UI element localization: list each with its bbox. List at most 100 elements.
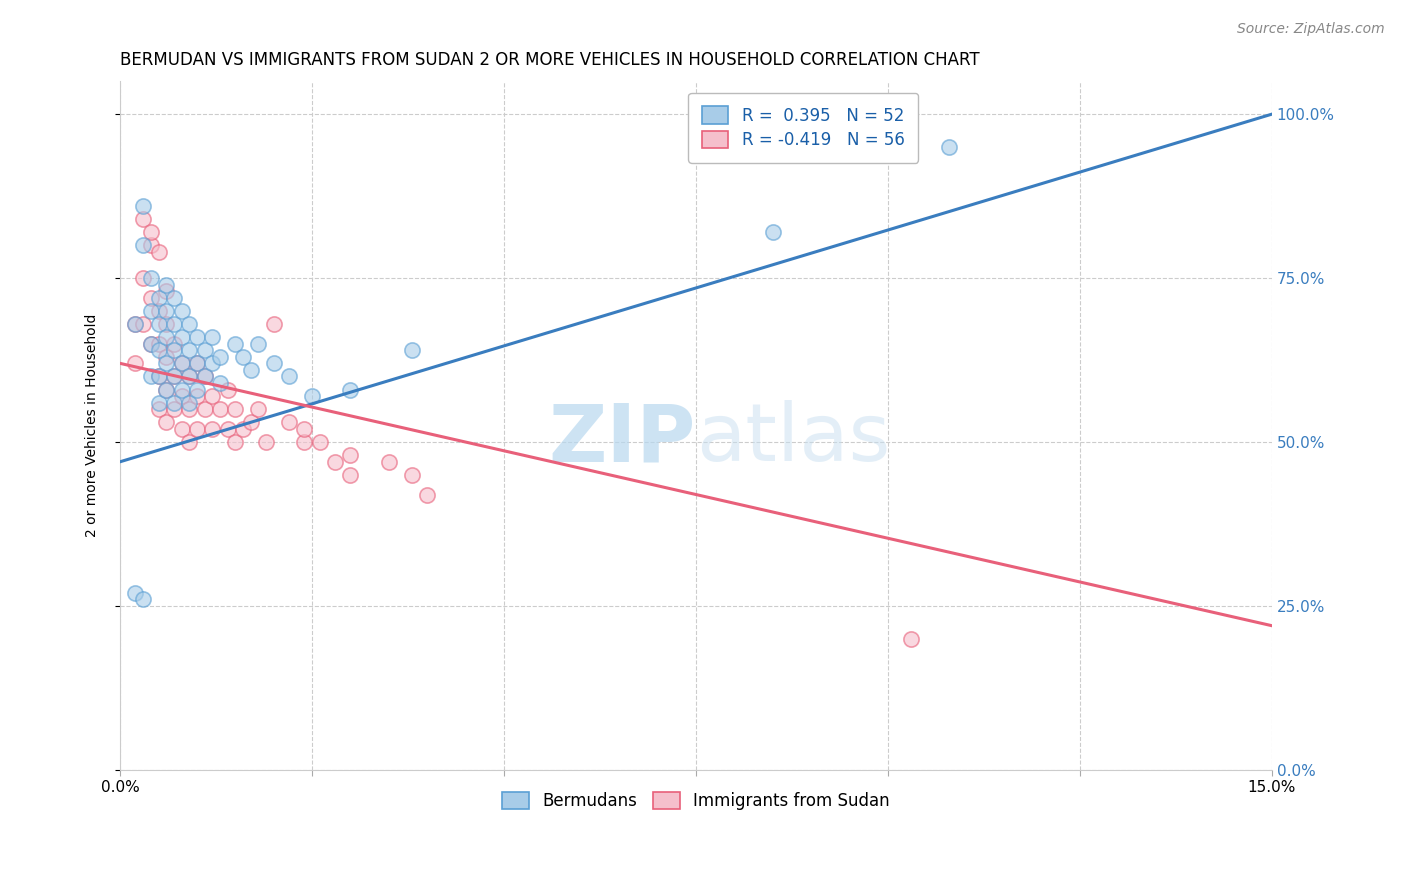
Point <box>201 389 224 403</box>
Point <box>378 455 401 469</box>
Point <box>254 435 277 450</box>
Point <box>339 467 361 482</box>
Point <box>179 369 201 384</box>
Point <box>339 448 361 462</box>
Point <box>132 317 155 331</box>
Point <box>224 435 246 450</box>
Point <box>155 383 177 397</box>
Point <box>155 284 177 298</box>
Text: BERMUDAN VS IMMIGRANTS FROM SUDAN 2 OR MORE VEHICLES IN HOUSEHOLD CORRELATION CH: BERMUDAN VS IMMIGRANTS FROM SUDAN 2 OR M… <box>120 51 980 69</box>
Point <box>224 402 246 417</box>
Point <box>263 356 285 370</box>
Point <box>155 416 177 430</box>
Point <box>163 291 186 305</box>
Point <box>179 369 201 384</box>
Point <box>239 416 262 430</box>
Point <box>179 395 201 409</box>
Point <box>163 336 186 351</box>
Point <box>132 592 155 607</box>
Y-axis label: 2 or more Vehicles in Household: 2 or more Vehicles in Household <box>86 314 100 537</box>
Point <box>401 467 423 482</box>
Point <box>278 369 301 384</box>
Point <box>148 395 170 409</box>
Point <box>224 336 246 351</box>
Point <box>170 383 193 397</box>
Point <box>155 277 177 292</box>
Point <box>170 304 193 318</box>
Point <box>139 304 162 318</box>
Point <box>201 356 224 370</box>
Point <box>208 402 231 417</box>
Point <box>339 383 361 397</box>
Point <box>155 330 177 344</box>
Point <box>163 402 186 417</box>
Point <box>139 291 162 305</box>
Point <box>938 140 960 154</box>
Point <box>208 350 231 364</box>
Point <box>139 238 162 252</box>
Text: atlas: atlas <box>696 401 890 478</box>
Point <box>163 317 186 331</box>
Point <box>179 435 201 450</box>
Text: Source: ZipAtlas.com: Source: ZipAtlas.com <box>1237 22 1385 37</box>
Point <box>401 343 423 358</box>
Point <box>201 422 224 436</box>
Point <box>179 343 201 358</box>
Point <box>132 212 155 227</box>
Point <box>148 244 170 259</box>
Point <box>186 356 208 370</box>
Point <box>148 336 170 351</box>
Point <box>139 369 162 384</box>
Point <box>170 356 193 370</box>
Text: ZIP: ZIP <box>548 401 696 478</box>
Point <box>247 402 270 417</box>
Point <box>139 271 162 285</box>
Point <box>148 304 170 318</box>
Point <box>124 356 146 370</box>
Point <box>179 402 201 417</box>
Point <box>170 356 193 370</box>
Point <box>155 317 177 331</box>
Point <box>239 363 262 377</box>
Point <box>155 304 177 318</box>
Point <box>201 330 224 344</box>
Point <box>194 402 217 417</box>
Point <box>232 422 254 436</box>
Point <box>155 350 177 364</box>
Point <box>208 376 231 390</box>
Point <box>170 330 193 344</box>
Point <box>155 383 177 397</box>
Point <box>301 389 323 403</box>
Point <box>163 369 186 384</box>
Point <box>762 225 785 239</box>
Point <box>194 369 217 384</box>
Point <box>186 383 208 397</box>
Point <box>148 402 170 417</box>
Point <box>217 383 239 397</box>
Point <box>186 422 208 436</box>
Point <box>155 356 177 370</box>
Point <box>247 336 270 351</box>
Point <box>148 343 170 358</box>
Point <box>278 416 301 430</box>
Point <box>308 435 330 450</box>
Point <box>163 369 186 384</box>
Point <box>194 369 217 384</box>
Point <box>900 632 922 646</box>
Point <box>124 317 146 331</box>
Legend: Bermudans, Immigrants from Sudan: Bermudans, Immigrants from Sudan <box>489 779 904 823</box>
Point <box>139 225 162 239</box>
Point <box>263 317 285 331</box>
Point <box>323 455 346 469</box>
Point <box>139 336 162 351</box>
Point <box>148 317 170 331</box>
Point <box>186 389 208 403</box>
Point <box>186 356 208 370</box>
Point <box>132 238 155 252</box>
Point <box>124 586 146 600</box>
Point <box>124 317 146 331</box>
Point <box>132 271 155 285</box>
Point <box>132 199 155 213</box>
Point <box>139 336 162 351</box>
Point <box>163 343 186 358</box>
